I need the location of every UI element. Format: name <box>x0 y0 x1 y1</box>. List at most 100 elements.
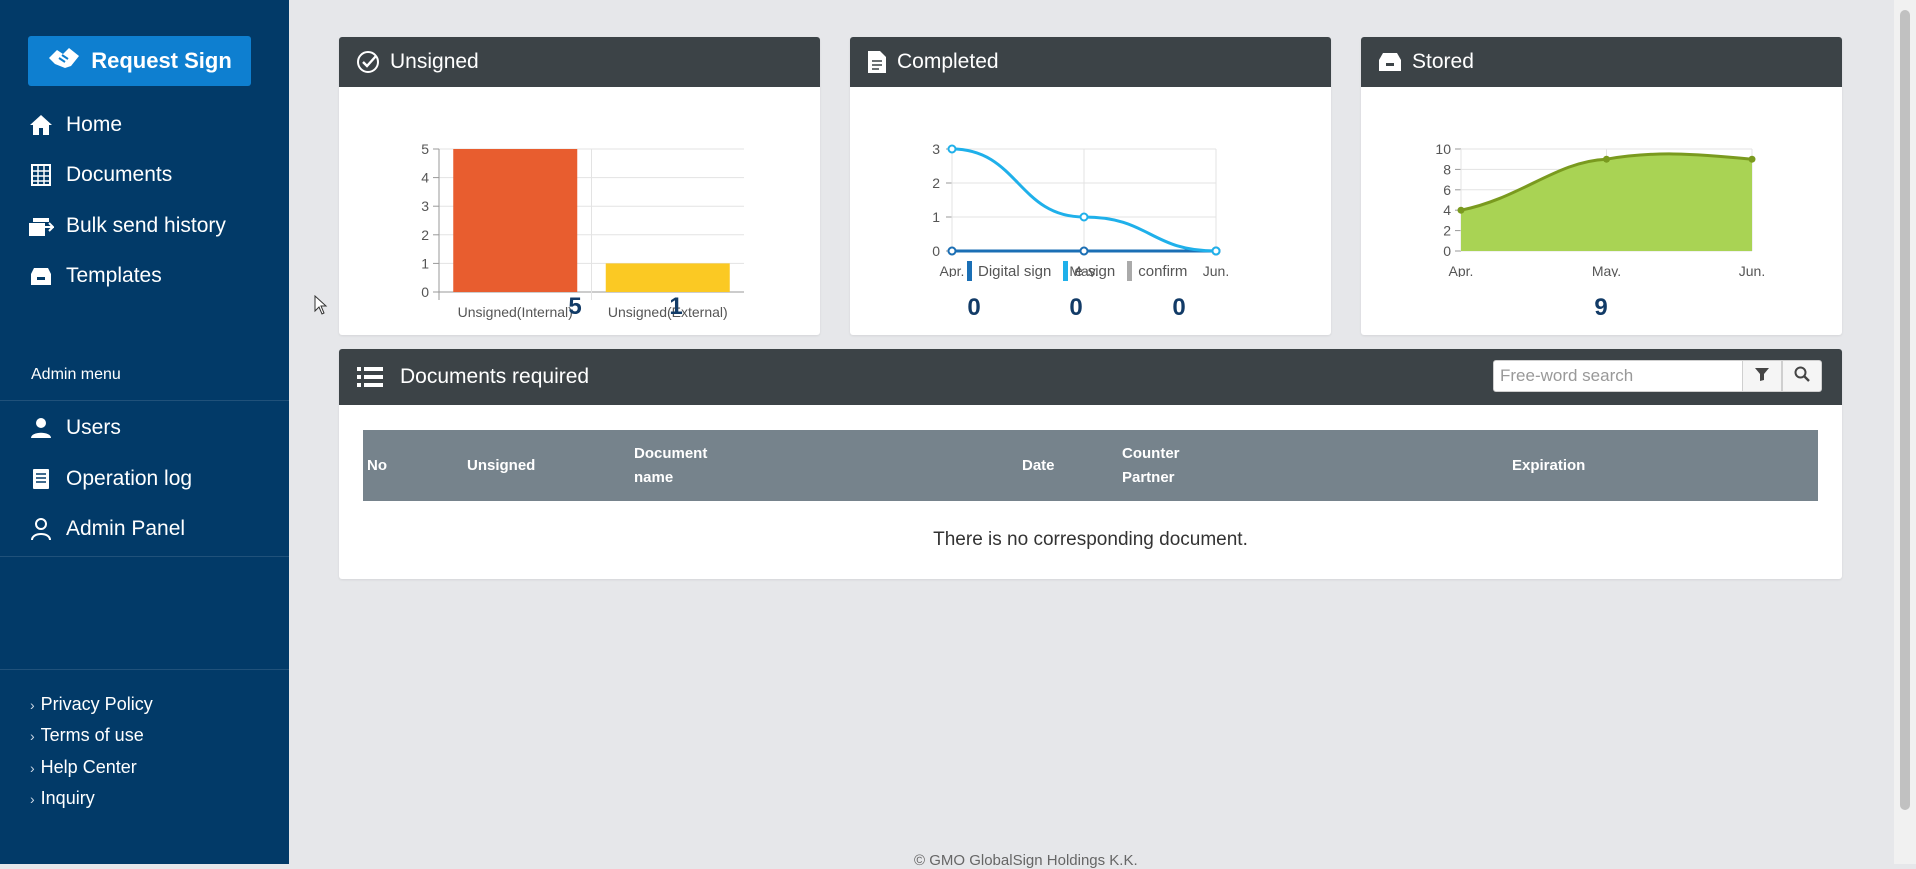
y-tick-label: 2 <box>932 175 940 191</box>
legend-swatch <box>1127 261 1133 281</box>
y-tick-label: 0 <box>1443 243 1451 259</box>
nav-operation-log[interactable]: Operation log <box>0 454 289 504</box>
digital-sign-count: 0 <box>967 294 981 321</box>
chevron-right-icon: › <box>30 790 35 807</box>
col-date-label: Date <box>1022 456 1055 474</box>
y-tick-label: 4 <box>1443 202 1451 218</box>
completed-card-header: Completed <box>850 37 1331 87</box>
col-unsigned[interactable]: Unsigned <box>467 430 535 501</box>
nav-admin-panel[interactable]: Admin Panel <box>0 504 289 554</box>
col-document-name-label-1: Document <box>634 444 708 462</box>
request-sign-label: Request Sign <box>91 48 232 73</box>
unsigned-card-header: Unsigned <box>339 37 820 87</box>
y-tick-label: 2 <box>421 227 429 243</box>
completed-legend: Digital sign e-sign confirm <box>967 261 1187 281</box>
y-tick-label: 2 <box>1443 223 1451 239</box>
bar <box>605 263 730 292</box>
y-tick-label: 1 <box>421 255 429 271</box>
e-sign-count: 0 <box>1069 294 1083 321</box>
divider <box>0 556 289 557</box>
legend-confirm-label: confirm <box>1138 262 1188 280</box>
col-expiration[interactable]: Expiration <box>1512 430 1585 501</box>
col-no-label: No <box>367 456 387 474</box>
grid-icon <box>26 164 56 186</box>
terms-of-use-link[interactable]: › Terms of use <box>30 725 144 746</box>
x-tick-label: Apr. <box>1449 263 1474 277</box>
stored-card-title: Stored <box>1412 50 1474 73</box>
legend-e-sign: e-sign <box>1063 261 1115 281</box>
data-point <box>1079 212 1089 222</box>
search-button[interactable] <box>1782 360 1822 392</box>
divider <box>0 400 289 401</box>
nav-bulk-send-history[interactable]: Bulk send history <box>0 201 289 251</box>
stored-card: Stored 0 2 4 6 8 10 Apr. May. Jun. 9 <box>1361 37 1842 335</box>
col-counter-partner-label-1: Counter <box>1122 444 1180 462</box>
data-point <box>1211 246 1221 256</box>
nav-users[interactable]: Users <box>0 403 289 453</box>
col-counter-partner[interactable]: Counter Partner <box>1122 430 1180 501</box>
unsigned-internal-count: 5 <box>568 293 582 320</box>
documents-required-title: Documents required <box>400 365 590 388</box>
area-fill <box>1461 153 1752 251</box>
col-document-name-label-2: name <box>634 468 674 486</box>
chevron-right-icon: › <box>30 759 35 776</box>
y-tick-label: 1 <box>932 209 940 225</box>
nav-home-label: Home <box>66 113 123 136</box>
data-point <box>1748 155 1756 163</box>
col-unsigned-label: Unsigned <box>467 456 536 474</box>
completed-card-title: Completed <box>897 50 999 73</box>
free-word-search-input[interactable] <box>1493 360 1743 392</box>
scrollbar-thumb[interactable] <box>1900 10 1910 810</box>
completed-card: Completed 0 1 2 3 Apr. May. Jun. Digital sign … <box>850 37 1331 335</box>
completed-line-chart: 0 1 2 3 Apr. May. Jun. <box>932 141 1229 277</box>
bulk-send-icon <box>26 215 56 237</box>
x-tick-label: Unsigned(Internal) <box>458 304 573 320</box>
inquiry-link[interactable]: › Inquiry <box>30 788 95 809</box>
legend-e-sign-label: e-sign <box>1074 262 1116 280</box>
sidebar: Request Sign Home Documents Bulk send hi… <box>0 0 289 864</box>
copyright-text: © GMO GlobalSign Holdings K.K. <box>914 852 1138 869</box>
nav-documents[interactable]: Documents <box>0 150 289 200</box>
unsigned-card-title: Unsigned <box>390 50 479 73</box>
chevron-right-icon: › <box>30 727 35 744</box>
nav-documents-label: Documents <box>66 163 173 186</box>
mouse-cursor-icon <box>314 294 328 320</box>
x-tick-label: May. <box>1592 263 1621 277</box>
stored-card-header: Stored <box>1361 37 1842 87</box>
data-point <box>1457 206 1465 214</box>
log-icon <box>26 468 56 490</box>
nav-templates[interactable]: Templates <box>0 251 289 301</box>
search-icon <box>1794 364 1810 388</box>
nav-users-label: Users <box>66 416 121 439</box>
legend-swatch <box>1063 261 1069 281</box>
x-tick-label: Jun. <box>1203 263 1229 277</box>
divider <box>0 669 289 670</box>
nav-admin-panel-label: Admin Panel <box>66 517 186 540</box>
y-tick-label: 3 <box>421 198 429 214</box>
request-sign-button[interactable]: Request Sign <box>28 36 251 86</box>
terms-of-use-label: Terms of use <box>40 725 144 745</box>
page-scrollbar[interactable] <box>1894 0 1916 864</box>
x-tick-label: Jun. <box>1739 263 1765 277</box>
col-counter-partner-label-2: Partner <box>1122 468 1175 486</box>
y-tick-label: 0 <box>421 284 429 300</box>
help-center-link[interactable]: › Help Center <box>30 757 137 778</box>
legend-confirm: confirm <box>1127 261 1187 281</box>
y-tick-label: 5 <box>421 141 429 157</box>
documents-required-header: Documents required <box>339 349 1842 405</box>
x-tick-label: May. <box>1069 263 1098 277</box>
col-date[interactable]: Date <box>1022 430 1055 501</box>
legend-swatch <box>967 261 972 281</box>
inquiry-label: Inquiry <box>40 788 95 808</box>
privacy-policy-link[interactable]: › Privacy Policy <box>30 694 153 715</box>
handshake-icon <box>47 44 81 78</box>
col-document-name[interactable]: Document name <box>634 430 707 501</box>
nav-home[interactable]: Home <box>0 100 289 150</box>
unsigned-card: Unsigned 0 1 2 3 4 5 Unsigned(Internal) Unsigne… <box>339 37 820 335</box>
unsigned-external-count: 1 <box>669 293 683 320</box>
y-tick-label: 4 <box>421 170 429 186</box>
col-no[interactable]: No <box>367 430 387 501</box>
privacy-policy-label: Privacy Policy <box>40 694 153 714</box>
filter-button[interactable] <box>1742 360 1782 392</box>
